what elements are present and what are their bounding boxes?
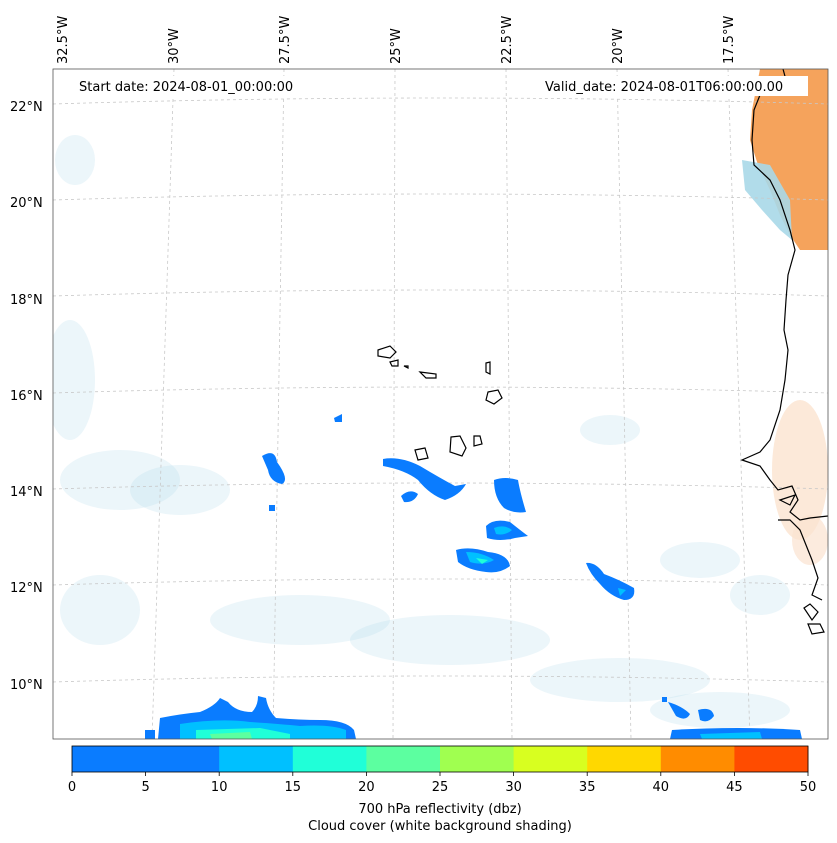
lat-label-16n: 16°N	[10, 389, 43, 404]
colorbar-segment	[366, 746, 441, 772]
colorbar-segment	[145, 746, 220, 772]
lon-label-30w: 30°W	[167, 28, 182, 64]
colorbar-segment	[734, 746, 809, 772]
colorbar-segment	[292, 746, 367, 772]
colorbar-title: 700 hPa reflectivity (dbz)	[358, 802, 521, 817]
colorbar-segment	[587, 746, 662, 772]
valid-date-label: Valid_date: 2024-08-01T06:00:00.00	[545, 80, 783, 95]
colorbar-tick-label: 30	[505, 780, 522, 795]
lat-label-18n: 18°N	[10, 293, 43, 308]
colorbar-tick-label: 15	[285, 780, 302, 795]
lon-label-32.5w: 32.5°W	[56, 16, 71, 64]
lat-label-14n: 14°N	[10, 485, 43, 500]
colorbar-segment	[72, 746, 147, 772]
map-content	[53, 69, 828, 739]
lon-label-17.5w: 17.5°W	[722, 16, 737, 64]
lon-label-20w: 20°W	[611, 28, 626, 64]
lon-label-25w: 25°W	[389, 28, 404, 64]
lat-label-10n: 10°N	[10, 678, 43, 693]
lat-label-12n: 12°N	[10, 581, 43, 596]
colorbar-segment	[660, 746, 735, 772]
colorbar-segment	[513, 746, 588, 772]
map-background	[53, 69, 828, 739]
land-light-blue-shading	[742, 160, 792, 240]
gridlines	[53, 69, 828, 739]
lon-label-22.5w: 22.5°W	[500, 16, 515, 64]
start-date-box	[72, 76, 314, 96]
map-frame	[52, 68, 829, 740]
colorbar-subtitle: Cloud cover (white background shading)	[308, 819, 572, 834]
colorbar-tick-label: 25	[432, 780, 449, 795]
lat-label-22n: 22°N	[10, 100, 43, 115]
colorbar-segment	[219, 746, 294, 772]
colorbar-tick-label: 50	[800, 780, 817, 795]
valid-date-box	[540, 76, 808, 96]
colorbar-segment	[440, 746, 515, 772]
colorbar-tick-label: 20	[358, 780, 375, 795]
longitude-labels: 32.5°W 30°W 27.5°W 25°W 22.5°W 20°W 17.5…	[56, 16, 737, 64]
latitude-labels: 22°N 20°N 18°N 16°N 14°N 12°N 10°N	[10, 100, 43, 693]
start-date-label: Start date: 2024-08-01_00:00:00	[79, 80, 293, 95]
reflectivity-cells	[145, 414, 802, 739]
colorbar: 0 5 10 15 20 25 30 35 40 45 50 700 hPa reflectivit…	[68, 745, 817, 834]
lon-label-27.5w: 27.5°W	[278, 16, 293, 64]
land-faint-orange	[772, 400, 828, 540]
colorbar-tick-label: 5	[141, 780, 149, 795]
colorbar-tick-label: 40	[653, 780, 670, 795]
colorbar-tick-label: 45	[726, 780, 743, 795]
land-orange-shading	[750, 69, 828, 250]
colorbar-tick-label: 0	[68, 780, 76, 795]
colorbar-tick-label: 35	[579, 780, 596, 795]
land-faint-orange-2	[792, 515, 828, 565]
colorbar-tick-label: 10	[211, 780, 228, 795]
lat-label-20n: 20°N	[10, 196, 43, 211]
coastlines	[377, 69, 828, 635]
